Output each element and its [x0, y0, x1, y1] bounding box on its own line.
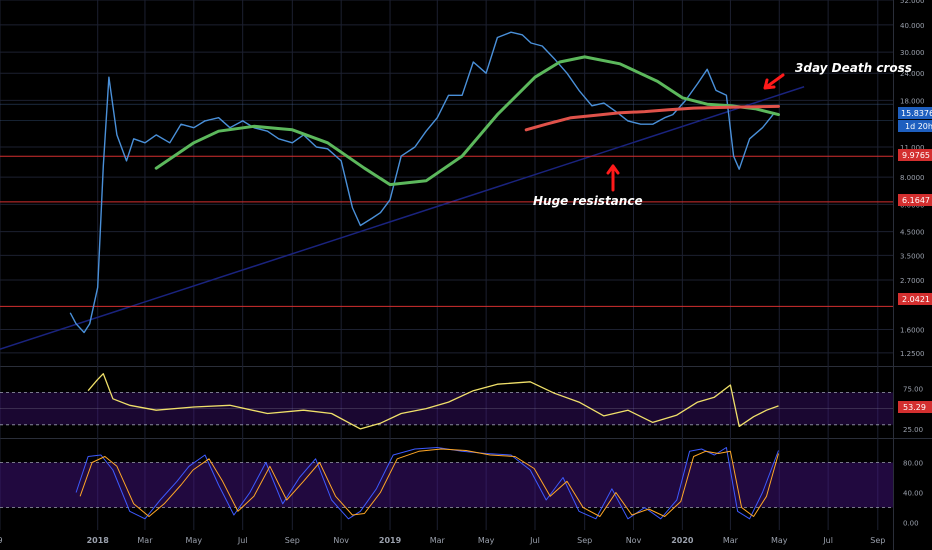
y-tick-label: 40.000: [900, 22, 925, 30]
y-tick-label: 24.000: [900, 70, 925, 78]
x-tick-label: Mar: [137, 536, 153, 545]
countdown-text: 1d 20h: [905, 122, 932, 131]
stochastic-panel: [0, 447, 893, 520]
resistance-arrow-icon: [606, 164, 620, 192]
x-tick-label: Jul: [822, 536, 833, 545]
x-tick-label: 2019: [379, 536, 402, 545]
x-tick-label: Nov: [626, 536, 642, 545]
x-tick-label: 2018: [87, 536, 110, 545]
rsi-value-text: 53.29: [903, 403, 926, 412]
stoch-tick-label: 80.00: [903, 460, 923, 468]
y-tick-label: 2.7000: [900, 277, 925, 285]
level-2-text: 6.1647: [902, 196, 930, 205]
y-tick-label: 1.6000: [900, 327, 925, 335]
stoch-tick-label: 0.00: [903, 520, 919, 528]
rsi-tick-label: 75.00: [903, 385, 923, 393]
level-1-tag: [898, 149, 932, 161]
stoch-d-line: [79, 448, 779, 517]
price-panel: [0, 31, 893, 350]
rsi-line: [87, 373, 779, 430]
y-tick-label: 3.5000: [900, 252, 925, 260]
y-tick-label: 52.000: [900, 0, 925, 5]
x-tick-label: Jul: [237, 536, 248, 545]
y-tick-label: 11.000: [900, 144, 925, 152]
death-cross-annotation: 3day Death cross: [763, 61, 912, 90]
rsi-value-tag: [898, 401, 932, 413]
huge-resistance-annotation: Huge resistance: [533, 164, 643, 208]
huge-resistance-label: Huge resistance: [533, 194, 643, 208]
level-1-text: 9.9765: [902, 151, 930, 160]
y-tick-label: 1.2500: [900, 350, 925, 358]
x-axis: 9 2018 Mar May Jul Sep Nov 2019 Mar May Jul Sep Nov 2…: [0, 536, 885, 545]
death-cross-label: 3day Death cross: [795, 61, 912, 75]
x-tick-label: Nov: [333, 536, 349, 545]
price-tags: 15.8376 1d 20h 9.9765 6.1647 2.0421 53.2…: [898, 107, 932, 413]
level-3-tag: [898, 293, 932, 305]
x-tick-label: 9: [0, 536, 3, 545]
x-tick-label: May: [478, 536, 495, 545]
y-tick-label: 8.0000: [900, 174, 925, 182]
x-tick-label: May: [771, 536, 788, 545]
level-3-text: 2.0421: [902, 295, 930, 304]
stoch-tick-label: 40.00: [903, 490, 923, 498]
y-tick-label: 18.000: [900, 97, 925, 105]
x-tick-label: Mar: [430, 536, 446, 545]
rsi-tick-label: 25.00: [903, 426, 923, 434]
y-tick-label: 4.5000: [900, 229, 925, 237]
level-2-tag: [898, 194, 932, 206]
x-tick-label: Sep: [870, 536, 885, 545]
y-tick-label: 30.000: [900, 49, 925, 57]
stoch-band: [0, 462, 893, 508]
countdown-tag: [898, 120, 932, 132]
rsi-panel: [0, 373, 893, 430]
x-tick-label: 2020: [671, 536, 694, 545]
x-tick-label: Mar: [723, 536, 739, 545]
x-tick-label: Sep: [577, 536, 592, 545]
trendline: [0, 86, 805, 350]
ma-slow-line: [524, 104, 780, 132]
x-tick-label: Sep: [285, 536, 300, 545]
price-line: [69, 31, 776, 334]
last-price-text: 15.8376: [901, 109, 932, 118]
ma-fast-line: [154, 55, 780, 187]
last-price-tag: [898, 107, 932, 119]
x-tick-label: Jul: [529, 536, 540, 545]
death-cross-arrow-icon: [763, 73, 785, 90]
x-tick-label: May: [186, 536, 203, 545]
stoch-k-line: [75, 447, 779, 520]
